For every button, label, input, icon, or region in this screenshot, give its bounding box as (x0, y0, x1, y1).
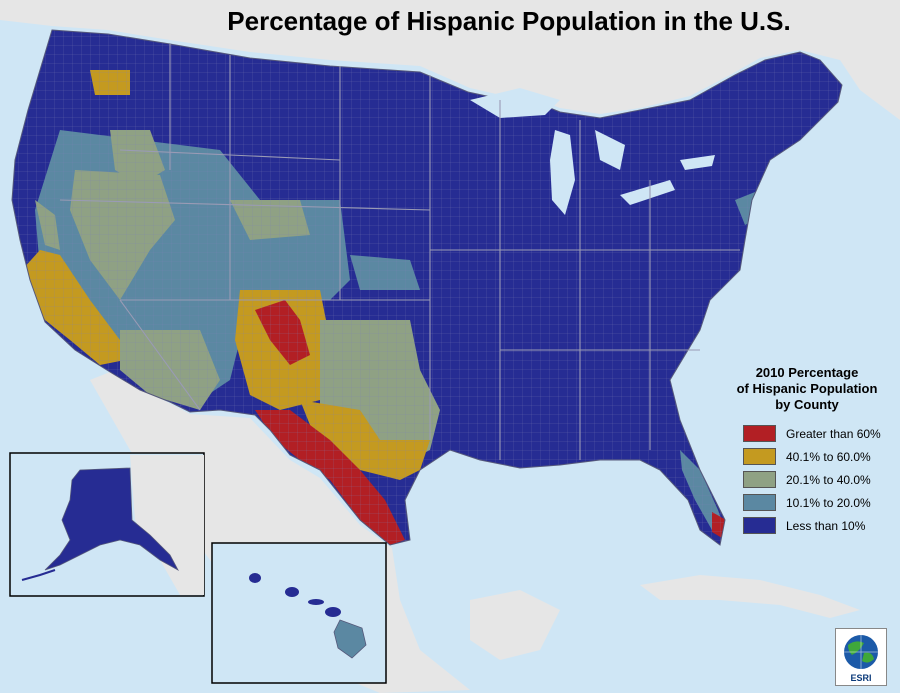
legend-item: 20.1% to 40.0% (743, 471, 895, 488)
legend-swatch (743, 471, 776, 488)
legend-swatch (743, 494, 776, 511)
legend-item: Less than 10% (743, 517, 895, 534)
oahu-island (285, 587, 299, 597)
lake-huron (595, 130, 625, 170)
lake-superior (470, 88, 560, 118)
kauai-island (249, 573, 261, 583)
legend-title-line: 2010 Percentage (755, 365, 859, 380)
lake-michigan (550, 130, 575, 215)
legend: 2010 Percentage of Hispanic Population b… (727, 365, 895, 540)
esri-logo-text: ESRI (850, 673, 872, 683)
legend-title: 2010 Percentage of Hispanic Population b… (727, 365, 887, 413)
alaska-shape (44, 467, 179, 572)
hawaii-inset-frame (211, 542, 387, 684)
yucatan-landmass (470, 590, 560, 660)
legend-label: Less than 10% (786, 518, 866, 533)
legend-title-line: of Hispanic Population (736, 381, 878, 396)
legend-swatch (743, 448, 776, 465)
legend-item: 10.1% to 20.0% (743, 494, 895, 511)
legend-label: Greater than 60% (786, 426, 881, 441)
map-title: Percentage of Hispanic Population in the… (227, 6, 791, 36)
cuba-landmass (640, 575, 860, 618)
esri-logo: ESRI (835, 628, 887, 686)
globe-icon (844, 635, 878, 669)
legend-swatch (743, 425, 776, 442)
legend-label: 40.1% to 60.0% (786, 449, 871, 464)
molokai-island (308, 599, 324, 605)
canada-in-alaska-inset (130, 455, 204, 595)
canada-landmass (0, 0, 900, 120)
maui-island (325, 607, 341, 617)
legend-swatch (743, 517, 776, 534)
legend-title-line: by County (775, 397, 839, 412)
county-boundaries (11, 29, 843, 546)
legend-items: Greater than 60% 40.1% to 60.0% 20.1% to… (743, 425, 895, 534)
legend-item: 40.1% to 60.0% (743, 448, 895, 465)
lake-erie (620, 180, 675, 205)
state-lines (59, 44, 740, 460)
legend-label: 10.1% to 20.0% (786, 495, 871, 510)
aleutian-islands (21, 569, 56, 581)
lake-ontario (680, 155, 715, 170)
legend-label: 20.1% to 40.0% (786, 472, 871, 487)
legend-item: Greater than 60% (743, 425, 895, 442)
big-island (333, 619, 367, 659)
